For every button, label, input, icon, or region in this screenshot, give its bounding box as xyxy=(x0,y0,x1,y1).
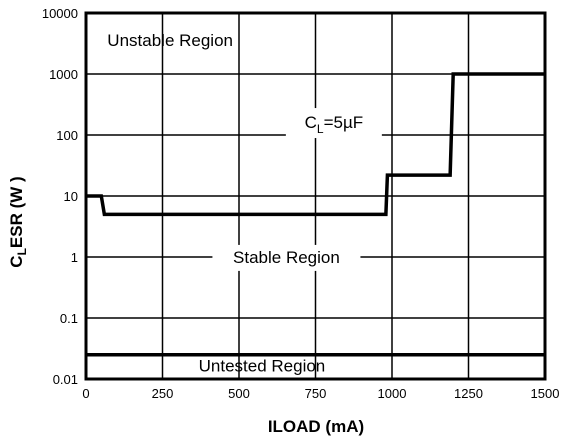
capacitance-label-bg xyxy=(285,108,382,139)
stable-region-label-bg xyxy=(212,244,361,271)
y-axis-title-sub: L xyxy=(15,248,29,255)
y-tick-label: 100 xyxy=(56,128,78,143)
y-tick-label: 1000 xyxy=(49,67,78,82)
stable-region-label: Stable Region xyxy=(233,248,340,267)
y-axis-title-main: C xyxy=(7,255,26,267)
x-tick-label: 1500 xyxy=(531,386,560,401)
capacitance-label-sub: L xyxy=(317,122,324,136)
x-tick-label: 750 xyxy=(305,386,327,401)
y-tick-label: 10000 xyxy=(42,6,78,21)
y-tick-labels: 0.01 0.1 1 10 100 1000 10000 xyxy=(42,6,78,387)
y-tick-label: 10 xyxy=(64,189,78,204)
x-tick-label: 1000 xyxy=(378,386,407,401)
y-tick-label: 0.01 xyxy=(53,372,78,387)
x-tick-labels: 0 250 500 750 1000 1250 1500 xyxy=(82,386,559,401)
x-tick-label: 250 xyxy=(152,386,174,401)
capacitance-label-value: =5µF xyxy=(324,113,364,132)
plot-frame xyxy=(84,11,547,381)
capacitance-label-main: C xyxy=(305,113,317,132)
x-tick-label: 1250 xyxy=(454,386,483,401)
esr-boundary-line xyxy=(86,72,545,217)
untested-region-label: Untested Region xyxy=(199,356,326,375)
y-tick-label: 1 xyxy=(71,250,78,265)
y-axis-title: CLESR (W ) xyxy=(7,176,29,267)
y-tick-label: 0.1 xyxy=(60,311,78,326)
data-series xyxy=(86,72,545,357)
x-axis-title: ILOAD (mA) xyxy=(268,417,364,436)
y-axis-title-rest: ESR (W ) xyxy=(7,176,26,248)
region-annotations: Unstable Region CL=5µF Stable Region Untest… xyxy=(107,31,382,375)
unstable-region-label: Unstable Region xyxy=(107,31,233,50)
capacitance-label: CL=5µF xyxy=(305,113,364,136)
x-tick-label: 0 xyxy=(82,386,89,401)
x-tick-label: 500 xyxy=(228,386,250,401)
